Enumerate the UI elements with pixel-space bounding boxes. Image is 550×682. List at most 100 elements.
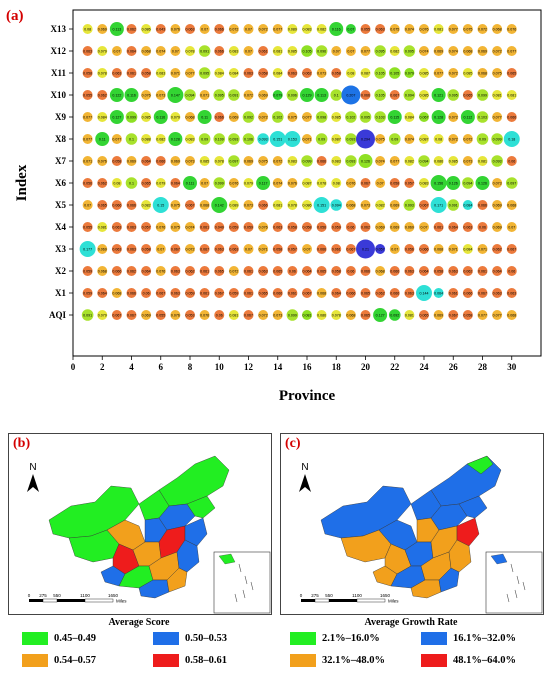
- bubble-x2-16: [302, 266, 312, 276]
- bubble-x4-23: [404, 222, 415, 232]
- bubble-x4-28: [477, 222, 488, 232]
- bubble-value-label: 0.097: [507, 181, 516, 185]
- bubble-value-label: 0.106: [244, 137, 253, 141]
- bubble-x11-3: [111, 68, 122, 78]
- bubble-value-label: 0.103: [376, 115, 385, 119]
- bubble-x1-10: [214, 288, 225, 298]
- bubble-x7-25: [433, 156, 444, 166]
- bubble-value-label: 0.072: [244, 93, 253, 97]
- bubble-x13-30: [506, 24, 517, 34]
- legend-item: 0.58–0.61: [153, 654, 284, 667]
- bubble-x13-7: [170, 24, 181, 34]
- bubble-aqi-3: [111, 310, 122, 320]
- x-tick-label: 14: [273, 362, 283, 372]
- bubble-x3-2: [97, 244, 108, 254]
- bubble-aqi-2: [97, 310, 108, 320]
- bubble-value-label: 0.069: [259, 93, 268, 97]
- bubble-x1-18: [331, 288, 342, 298]
- bubble-x12-9: [198, 45, 211, 57]
- bubble-x10-2: [97, 90, 108, 100]
- legend-item: 16.1%–32.0%: [421, 632, 550, 645]
- bubble-aqi-14: [272, 310, 283, 320]
- bubble-x7-24: [418, 155, 430, 167]
- bubble-x1-6: [155, 288, 166, 298]
- x-tick-label: 8: [188, 362, 193, 372]
- bubble-x8-7: [168, 132, 183, 146]
- bubble-value-label: 0.073: [244, 203, 253, 207]
- bubble-x8-28: [476, 133, 489, 145]
- bubble-value-label: 0.076: [171, 27, 180, 31]
- bubble-aqi-26: [448, 310, 459, 320]
- bubble-x2-30: [506, 266, 517, 276]
- bubble-value-label: 0.177: [83, 247, 92, 251]
- bubble-value-label: 0.077: [507, 49, 516, 53]
- bubble-value-label: 0.066: [507, 115, 516, 119]
- bubble-value-label: 0.077: [434, 71, 443, 75]
- bubble-value-label: 0.063: [405, 269, 414, 273]
- bubble-value-label: 0.061: [244, 269, 253, 273]
- bubble-value-label: 0.097: [229, 159, 238, 163]
- bubble-value-label: 0.076: [507, 27, 516, 31]
- bubble-x2-15: [287, 266, 298, 276]
- bubble-value-label: 0.073: [361, 203, 370, 207]
- bubble-value-label: 0.067: [507, 247, 516, 251]
- bubble-value-label: 0.102: [346, 115, 355, 119]
- bubble-x7-8: [185, 156, 195, 166]
- bubble-x13-18: [329, 22, 344, 36]
- bubble-aqi-18: [331, 310, 342, 320]
- bubble-value-label: 0.064: [142, 269, 151, 273]
- bubble-value-label: 0.081: [434, 27, 443, 31]
- bubble-x12-30: [506, 46, 517, 56]
- bubble-x10-19: [341, 85, 361, 105]
- bubble-x4-21: [375, 222, 386, 232]
- bubble-x12-24: [419, 46, 429, 56]
- bubble-value-label: 0.077: [361, 49, 370, 53]
- bubble-x11-8: [185, 68, 195, 78]
- bubble-value-label: 0.066: [420, 247, 429, 251]
- scale-bar: 0 275 550 1100 1650 Miles: [28, 593, 128, 604]
- average-score-map: N 0 275 550 1100 1650: [8, 433, 272, 615]
- bubble-x10-10: [213, 89, 226, 101]
- bubble-value-label: 0.063: [463, 225, 472, 229]
- bubble-value-label: 0.071: [83, 159, 92, 163]
- bubble-x3-6: [155, 244, 166, 254]
- legend-item: 2.1%–16.0%: [290, 632, 421, 645]
- bubble-x2-2: [97, 266, 108, 276]
- bubble-value-label: 0.11: [201, 115, 208, 119]
- bubble-value-label: 0.09: [479, 137, 486, 141]
- bubble-value-label: 0.078: [215, 159, 224, 163]
- bubble-x6-22: [389, 178, 400, 188]
- bubble-value-label: 0.059: [83, 269, 92, 273]
- bubble-value-label: 0.084: [463, 203, 472, 207]
- bubble-value-label: 0.066: [390, 269, 399, 273]
- bubble-value-label: 0.065: [142, 181, 151, 185]
- bubble-x6-26: [446, 176, 461, 190]
- bubble-value-label: 0.094: [405, 93, 414, 97]
- bubble-value-label: 0.1: [129, 181, 134, 185]
- bubble-value-label: 0.15: [157, 203, 164, 207]
- bubble-x7-5: [141, 156, 152, 166]
- bubble-value-label: 0.069: [390, 203, 399, 207]
- bubble-x8-2: [95, 132, 110, 146]
- bubble-value-label: 0.062: [463, 269, 472, 273]
- bubble-value-label: 0.077: [303, 115, 312, 119]
- bubble-x9-2: [97, 112, 108, 122]
- bubble-value-label: 0.062: [186, 269, 195, 273]
- bubble-x8-25: [433, 134, 444, 144]
- bubble-x12-27: [462, 46, 473, 56]
- bubble-value-label: 0.076: [156, 269, 165, 273]
- bubble-value-label: 0.064: [171, 181, 180, 185]
- bubble-value-label: 0.066: [127, 203, 136, 207]
- bubble-x9-10: [214, 112, 225, 122]
- svg-text:275: 275: [311, 593, 319, 598]
- x-tick-label: 28: [478, 362, 488, 372]
- x-axis-title: Province: [279, 388, 336, 404]
- bubble-x11-20: [360, 68, 371, 78]
- bubble-x3-12: [243, 244, 254, 254]
- bubble-value-label: 0.079: [98, 313, 107, 317]
- bubble-value-label: 0.077: [493, 115, 502, 119]
- bubble-x7-3: [111, 156, 122, 166]
- bubble-value-label: 0.081: [229, 313, 238, 317]
- bubble-x11-27: [462, 68, 473, 78]
- y-axis-ticks: X13 X12 X11 X10 X9 X8 X7 X6 X5 X4 X3 X2 X1 AQI: [49, 24, 73, 320]
